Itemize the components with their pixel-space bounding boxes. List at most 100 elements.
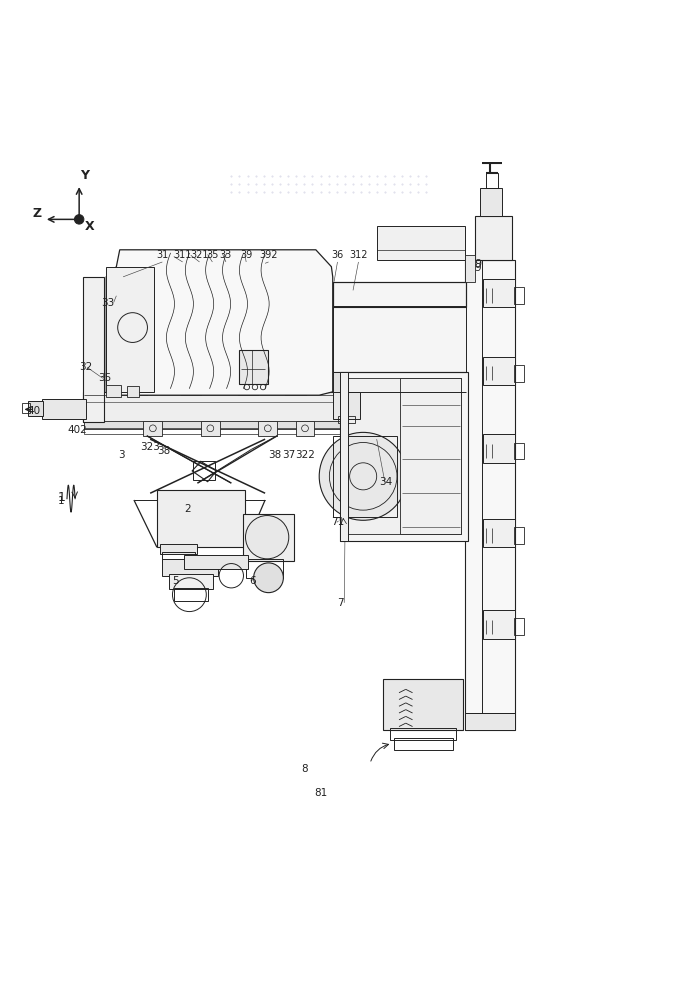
Text: 38: 38	[268, 450, 282, 460]
Text: 71: 71	[331, 517, 345, 527]
Bar	[240, 350, 268, 384]
Bar	[160, 544, 198, 554]
Bar	[338, 416, 355, 423]
Text: 36: 36	[331, 250, 344, 260]
Bar	[169, 574, 213, 589]
Bar	[333, 436, 397, 517]
Bar	[29, 401, 43, 416]
Bar	[514, 365, 524, 382]
Bar	[384, 679, 463, 730]
Text: 33: 33	[220, 250, 232, 260]
Text: 9: 9	[475, 259, 482, 269]
Text: 1: 1	[58, 491, 65, 504]
Bar	[401, 378, 461, 534]
Circle shape	[246, 516, 289, 559]
Bar	[295, 421, 314, 436]
Bar	[84, 428, 464, 434]
Text: 38: 38	[157, 446, 170, 456]
Bar	[475, 216, 512, 260]
Text: 312: 312	[349, 250, 368, 260]
Bar	[181, 380, 201, 395]
Bar	[464, 255, 475, 282]
Bar	[157, 490, 245, 547]
Bar	[244, 514, 294, 561]
Text: 9: 9	[475, 263, 481, 273]
Text: 81: 81	[314, 788, 327, 798]
Text: 33: 33	[101, 298, 115, 308]
Text: 6: 6	[250, 576, 256, 586]
Text: 37: 37	[282, 450, 295, 460]
Bar	[127, 386, 139, 397]
Bar	[483, 434, 515, 463]
Text: 323: 323	[140, 442, 160, 452]
Bar	[84, 421, 464, 429]
Bar	[194, 461, 215, 480]
Text: Y: Y	[80, 169, 89, 182]
Text: 31: 31	[156, 250, 168, 260]
Bar	[174, 588, 208, 601]
Text: 402: 402	[67, 425, 87, 435]
Bar	[333, 306, 466, 372]
Bar	[483, 279, 515, 307]
Polygon shape	[106, 250, 333, 395]
Bar	[333, 372, 343, 395]
Bar	[106, 267, 153, 392]
Bar	[126, 380, 147, 395]
Bar	[143, 421, 162, 436]
Bar	[184, 555, 249, 569]
Bar	[394, 738, 453, 750]
Bar	[333, 282, 466, 307]
Bar	[514, 618, 524, 635]
Text: 322: 322	[295, 450, 316, 460]
Bar	[464, 713, 515, 730]
Text: 35: 35	[98, 373, 111, 383]
Bar	[162, 552, 195, 562]
Circle shape	[319, 432, 407, 520]
Text: 5: 5	[172, 576, 179, 586]
Text: 311: 311	[173, 250, 191, 260]
Bar	[201, 421, 220, 436]
Bar	[162, 559, 218, 576]
Text: 2: 2	[184, 504, 191, 514]
Text: 40: 40	[27, 406, 40, 416]
Bar	[258, 421, 277, 436]
Bar	[514, 527, 524, 544]
Bar	[514, 443, 524, 459]
Text: 7: 7	[337, 598, 344, 608]
Bar	[485, 173, 498, 188]
Bar	[346, 378, 461, 534]
Text: 8: 8	[301, 764, 308, 774]
Bar	[480, 188, 502, 216]
Circle shape	[75, 215, 84, 224]
Text: 32: 32	[79, 362, 92, 372]
Bar	[83, 277, 104, 422]
Bar	[483, 519, 515, 547]
Bar	[483, 357, 515, 385]
Text: 1: 1	[58, 496, 64, 506]
Bar	[22, 403, 30, 413]
Bar	[83, 392, 466, 422]
Text: 321: 321	[190, 250, 208, 260]
Text: 3: 3	[117, 450, 124, 460]
Text: 392: 392	[259, 250, 278, 260]
Bar	[464, 260, 481, 730]
Text: 35: 35	[206, 250, 219, 260]
Text: 39: 39	[240, 250, 253, 260]
Circle shape	[254, 563, 283, 593]
Text: 34: 34	[380, 477, 392, 487]
Bar	[333, 392, 360, 419]
Bar	[246, 559, 283, 578]
Bar	[390, 728, 456, 740]
Bar	[340, 372, 348, 541]
Bar	[238, 380, 258, 395]
Bar	[106, 385, 121, 397]
Text: X: X	[85, 220, 95, 233]
Bar	[483, 610, 515, 639]
Bar	[464, 260, 515, 730]
Bar	[377, 226, 464, 260]
Bar	[42, 399, 86, 419]
Bar	[285, 380, 306, 395]
Bar	[514, 287, 524, 304]
Bar	[340, 372, 468, 541]
Text: Z: Z	[33, 207, 42, 220]
